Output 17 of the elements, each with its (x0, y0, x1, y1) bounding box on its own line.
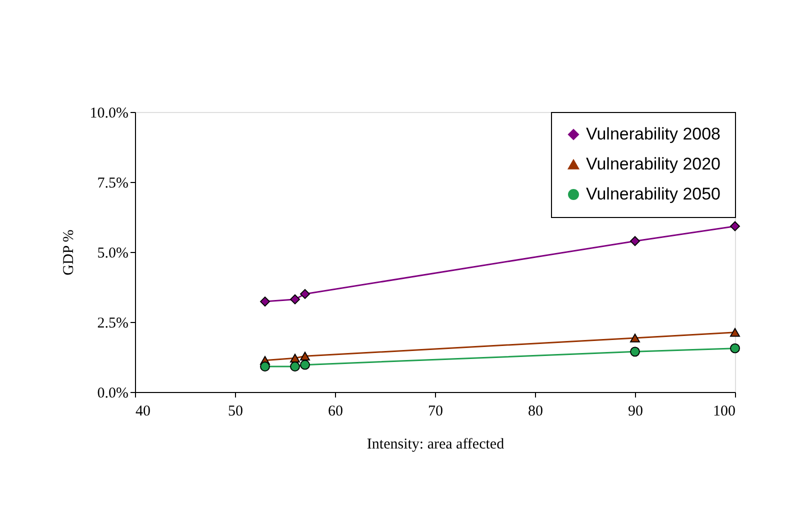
x-tick-label: 50 (228, 404, 243, 420)
x-axis-title: Intensity: area affected (366, 436, 505, 452)
legend-label: Vulnerability 2008 (586, 124, 721, 144)
x-tick-label: 40 (136, 404, 150, 420)
y-axis-title: GDP % (60, 230, 77, 276)
x-tick-label: 100 (713, 404, 736, 420)
legend-label: Vulnerability 2050 (586, 184, 721, 204)
y-tick-label: 7.5% (97, 176, 128, 192)
legend-label: Vulnerability 2020 (586, 154, 721, 174)
x-tick-label: 70 (428, 404, 443, 420)
x-tick-label: 80 (528, 404, 543, 420)
y-tick-label: 2.5% (97, 316, 128, 332)
y-tick-label: 10.0% (90, 106, 128, 122)
y-tick-label: 0.0% (97, 386, 128, 402)
y-tick-label: 5.0% (97, 246, 128, 262)
x-tick-label: 90 (628, 404, 643, 420)
x-tick-label: 60 (328, 404, 343, 420)
